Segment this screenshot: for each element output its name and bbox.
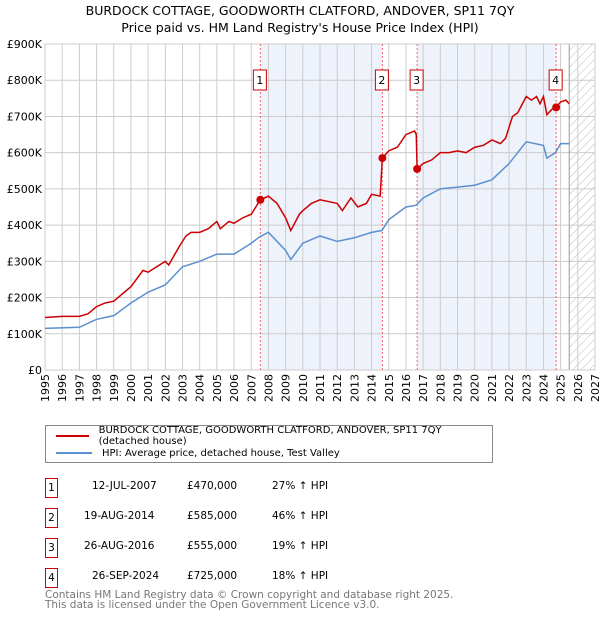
y-tick-label: £700K <box>7 110 43 123</box>
sale-label: 1 <box>256 74 263 87</box>
x-tick-label: 2015 <box>383 374 396 402</box>
x-tick-label: 1998 <box>91 374 104 402</box>
sale-price: £585,000 <box>187 510 238 522</box>
forecast-hatch <box>569 44 595 370</box>
sale-hpi-change: 46% ↑ HPI <box>272 510 329 522</box>
x-tick-label: 2001 <box>142 374 155 402</box>
x-tick-label: 2013 <box>348 374 361 402</box>
x-tick-label: 2007 <box>245 374 258 402</box>
footer-line: Contains HM Land Registry data © Crown c… <box>45 589 454 601</box>
sale-label: 2 <box>378 74 385 87</box>
chart-title: BURDOCK COTTAGE, GOODWORTH CLATFORD, AND… <box>85 3 515 18</box>
x-tick-label: 2017 <box>417 374 430 402</box>
y-tick-label: £0 <box>28 364 42 377</box>
legend-label: BURDOCK COTTAGE, GOODWORTH CLATFORD, AND… <box>98 425 442 447</box>
x-tick-label: 2019 <box>452 374 465 402</box>
x-tick-label: 1996 <box>56 374 69 402</box>
x-tick-label: 1997 <box>73 374 86 402</box>
y-tick-label: £400K <box>7 219 43 232</box>
sale-date: 12-JUL-2007 <box>92 480 157 492</box>
sale-label-box <box>548 69 563 91</box>
x-tick-label: 2023 <box>520 374 533 402</box>
sale-point <box>552 103 561 112</box>
x-tick-label: 2021 <box>486 374 499 402</box>
sale-point <box>413 164 422 173</box>
legend: BURDOCK COTTAGE, GOODWORTH CLATFORD, AND… <box>45 425 493 463</box>
sale-point <box>256 195 265 204</box>
sale-number: 3 <box>45 538 58 558</box>
x-tick-label: 2014 <box>366 374 379 402</box>
y-tick-label: £100K <box>7 328 43 341</box>
x-tick-label: 1999 <box>108 374 121 402</box>
y-tick-label: £900K <box>7 38 43 51</box>
x-tick-label: 2002 <box>159 374 172 402</box>
sale-date: 26-AUG-2016 <box>84 540 155 552</box>
sale-hpi-change: 27% ↑ HPI <box>272 480 329 492</box>
sale-price: £555,000 <box>187 540 238 552</box>
price-chart: £0 £100K £200K £300K £400K £500K £600K £700K £80… <box>7 38 600 402</box>
x-tick-label: 2016 <box>400 374 413 402</box>
series-line <box>44 94 570 319</box>
legend-item-property: BURDOCK COTTAGE, GOODWORTH CLATFORD, AND… <box>56 425 492 447</box>
sale-label: 3 <box>413 74 420 87</box>
footer: Contains HM Land Registry data © Crown c… <box>45 589 454 611</box>
sale-hpi-change: 18% ↑ HPI <box>272 570 329 582</box>
x-tick-label: 2018 <box>434 374 447 402</box>
y-tick-label: £300K <box>7 255 43 268</box>
x-tick-label: 2025 <box>555 374 568 402</box>
sale-date: 26-SEP-2024 <box>92 570 160 582</box>
x-tick-label: 2026 <box>572 374 585 402</box>
x-tick-label: 2010 <box>297 374 310 402</box>
chart-subtitle: Price paid vs. HM Land Registry's House … <box>121 20 479 35</box>
sale-label-box <box>374 69 389 91</box>
x-tick-label: 2011 <box>314 374 327 402</box>
sale-label-box <box>252 69 267 91</box>
x-tick-label: 2003 <box>177 374 190 402</box>
x-tick-label: 2020 <box>469 374 482 402</box>
x-tick-label: 1995 <box>39 374 52 402</box>
footer-line: This data is licensed under the Open Gov… <box>45 599 380 611</box>
x-tick-label: 2012 <box>331 374 344 402</box>
sale-number: 2 <box>45 508 58 528</box>
plot-border <box>44 43 596 371</box>
sale-hpi-change: 19% ↑ HPI <box>272 540 329 552</box>
series-line <box>44 140 570 330</box>
legend-item-hpi: HPI: Average price, detached house, Test… <box>56 446 340 460</box>
shaded-period <box>417 44 557 370</box>
y-tick-label: £200K <box>7 292 43 305</box>
sale-number: 4 <box>45 568 58 588</box>
legend-label: HPI: Average price, detached house, Test… <box>102 447 340 459</box>
shaded-period <box>260 44 383 370</box>
x-tick-label: 2022 <box>503 374 516 402</box>
sale-number: 1 <box>45 478 58 498</box>
sale-label: 4 <box>552 74 559 87</box>
x-tick-label: 2005 <box>211 374 224 402</box>
y-tick-label: £800K <box>7 74 43 87</box>
y-tick-label: £500K <box>7 183 43 196</box>
x-tick-label: 2027 <box>589 374 600 402</box>
sale-price: £470,000 <box>187 480 238 492</box>
sale-date: 19-AUG-2014 <box>84 510 155 522</box>
y-tick-label: £600K <box>7 147 43 160</box>
sale-label-box <box>409 69 424 91</box>
x-tick-label: 2024 <box>537 374 550 402</box>
x-tick-label: 2004 <box>194 374 207 402</box>
x-tick-label: 2008 <box>262 374 275 402</box>
sale-point <box>378 154 387 163</box>
x-tick-label: 2006 <box>228 374 241 402</box>
x-tick-label: 2000 <box>125 374 138 402</box>
sale-price: £725,000 <box>187 570 238 582</box>
x-tick-label: 2009 <box>280 374 293 402</box>
